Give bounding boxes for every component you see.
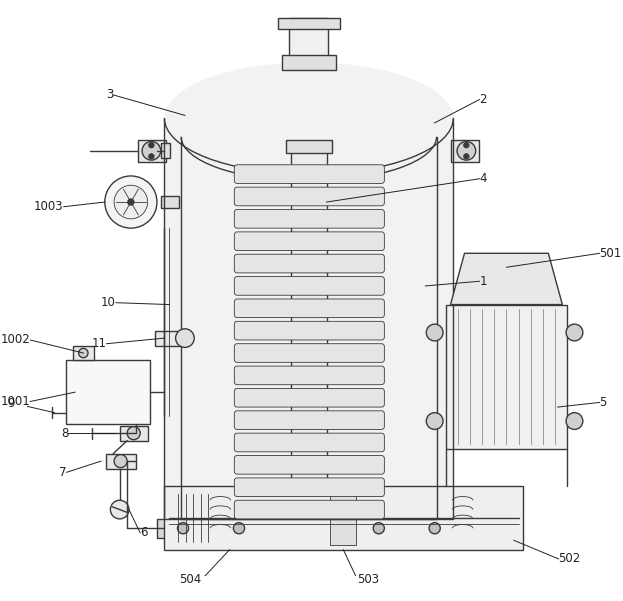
Circle shape — [110, 500, 129, 519]
Circle shape — [114, 454, 127, 468]
Bar — [282, 55, 336, 70]
Circle shape — [142, 141, 161, 160]
Bar — [155, 331, 181, 346]
Circle shape — [566, 324, 583, 341]
Bar — [138, 139, 166, 162]
Bar — [157, 519, 461, 537]
Text: 501: 501 — [599, 247, 622, 260]
Circle shape — [464, 142, 469, 148]
Circle shape — [105, 176, 157, 228]
FancyBboxPatch shape — [234, 500, 384, 519]
Text: 3: 3 — [106, 88, 113, 102]
FancyBboxPatch shape — [234, 165, 384, 183]
Bar — [291, 141, 326, 519]
FancyBboxPatch shape — [234, 411, 384, 430]
Circle shape — [178, 523, 189, 534]
Bar — [120, 426, 148, 441]
Circle shape — [566, 413, 583, 430]
Circle shape — [176, 329, 194, 347]
Text: 1003: 1003 — [34, 200, 64, 213]
Circle shape — [148, 154, 154, 159]
Bar — [161, 144, 170, 158]
FancyBboxPatch shape — [234, 232, 384, 251]
Text: 7: 7 — [59, 466, 67, 479]
Circle shape — [78, 349, 88, 358]
Circle shape — [429, 523, 440, 534]
Bar — [164, 118, 454, 519]
FancyBboxPatch shape — [234, 433, 384, 452]
Text: 9: 9 — [7, 397, 14, 410]
Text: 8: 8 — [61, 427, 69, 440]
Bar — [446, 305, 567, 449]
Bar — [164, 486, 523, 550]
Circle shape — [127, 427, 140, 440]
Circle shape — [148, 142, 154, 148]
FancyBboxPatch shape — [234, 187, 384, 206]
Text: 503: 503 — [358, 573, 379, 586]
Bar — [106, 454, 136, 469]
FancyBboxPatch shape — [234, 366, 384, 385]
FancyBboxPatch shape — [234, 322, 384, 340]
Circle shape — [426, 413, 443, 430]
Text: 502: 502 — [559, 552, 581, 566]
Bar — [73, 347, 93, 361]
Bar — [65, 361, 150, 424]
FancyBboxPatch shape — [234, 478, 384, 496]
Text: 11: 11 — [92, 337, 107, 350]
Bar — [330, 491, 356, 545]
Bar — [278, 17, 340, 29]
Text: 4: 4 — [480, 172, 487, 185]
Circle shape — [373, 523, 384, 534]
FancyBboxPatch shape — [234, 456, 384, 474]
Circle shape — [114, 185, 148, 219]
Ellipse shape — [164, 63, 454, 174]
FancyBboxPatch shape — [234, 276, 384, 295]
Bar — [285, 139, 332, 153]
Bar — [452, 139, 480, 162]
Circle shape — [127, 198, 135, 206]
FancyBboxPatch shape — [234, 210, 384, 228]
Text: 1001: 1001 — [1, 395, 31, 408]
Text: 5: 5 — [599, 396, 607, 409]
FancyBboxPatch shape — [234, 299, 384, 317]
Text: 1002: 1002 — [1, 334, 31, 346]
FancyBboxPatch shape — [234, 344, 384, 362]
Text: 504: 504 — [179, 573, 202, 586]
Circle shape — [457, 141, 476, 160]
Text: 1: 1 — [480, 275, 487, 288]
Text: 10: 10 — [101, 296, 116, 309]
Polygon shape — [450, 253, 563, 305]
Text: 6: 6 — [140, 526, 148, 539]
Text: 2: 2 — [480, 93, 487, 106]
FancyBboxPatch shape — [234, 254, 384, 273]
Circle shape — [234, 523, 245, 534]
Bar — [289, 17, 328, 63]
Bar — [161, 197, 179, 207]
Circle shape — [426, 324, 443, 341]
Circle shape — [464, 154, 469, 159]
FancyBboxPatch shape — [234, 388, 384, 407]
